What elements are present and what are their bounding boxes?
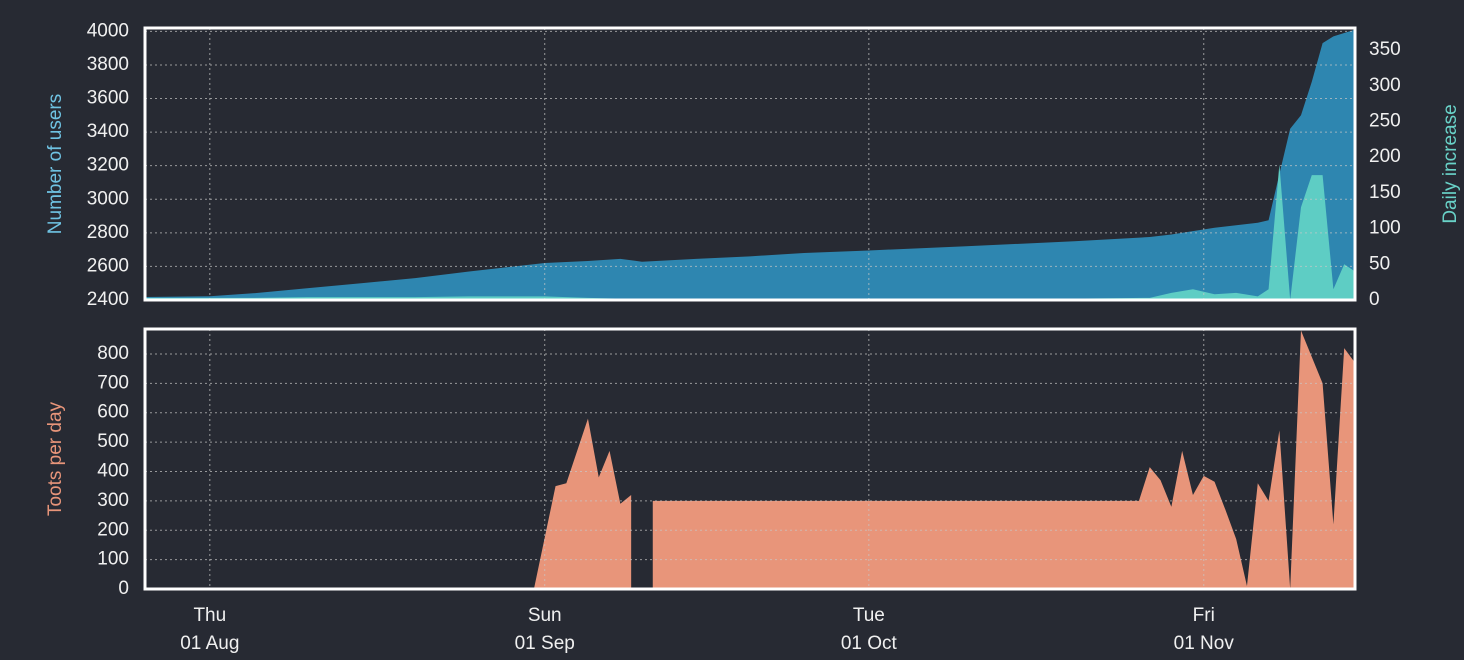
y-tick-label: 3800: [87, 54, 129, 75]
y2-tick-label: 50: [1369, 253, 1390, 274]
x-tick-weekday: Thu: [193, 605, 226, 626]
y-tick-label: 400: [97, 461, 129, 482]
area-series: [145, 330, 1355, 589]
x-tick-weekday: Tue: [853, 605, 885, 626]
plot-area: [145, 330, 1355, 589]
x-tick-date: 01 Aug: [180, 633, 239, 654]
y2-tick-label: 250: [1369, 111, 1401, 132]
plot-area: [145, 29, 1355, 300]
axis-label: Number of users: [45, 94, 66, 234]
y-tick-label: 0: [118, 578, 129, 599]
y-tick-label: 800: [97, 343, 129, 364]
y-tick-label: 3600: [87, 88, 129, 109]
y2-tick-label: 200: [1369, 146, 1401, 167]
x-tick-weekday: Sun: [528, 605, 562, 626]
y2-tick-label: 150: [1369, 182, 1401, 203]
axis-label: Daily increase: [1440, 104, 1461, 223]
y2-tick-label: 0: [1369, 289, 1380, 310]
x-tick-date: 01 Sep: [515, 633, 575, 654]
y2-tick-label: 350: [1369, 39, 1401, 60]
x-tick-date: 01 Oct: [841, 633, 898, 654]
y-tick-label: 3000: [87, 188, 129, 209]
area-series: [145, 29, 1355, 300]
y-tick-label: 2600: [87, 255, 129, 276]
y-tick-label: 4000: [87, 20, 129, 41]
plot-frame: [143, 26, 1357, 302]
y-tick-label: 300: [97, 490, 129, 511]
y-tick-label: 500: [97, 431, 129, 452]
y-tick-label: 100: [97, 549, 129, 570]
y-tick-label: 2400: [87, 289, 129, 310]
y2-tick-label: 300: [1369, 75, 1401, 96]
y-tick-label: 2800: [87, 222, 129, 243]
y2-tick-label: 100: [1369, 218, 1401, 239]
axis-label: Toots per day: [45, 401, 66, 516]
y-tick-label: 600: [97, 402, 129, 423]
x-tick-date: 01 Nov: [1174, 633, 1235, 654]
y-tick-label: 3400: [87, 121, 129, 142]
y-tick-label: 200: [97, 519, 129, 540]
x-tick-weekday: Fri: [1193, 605, 1215, 626]
y-tick-label: 3200: [87, 155, 129, 176]
plot-frame: [143, 327, 1357, 591]
y-tick-label: 700: [97, 372, 129, 393]
